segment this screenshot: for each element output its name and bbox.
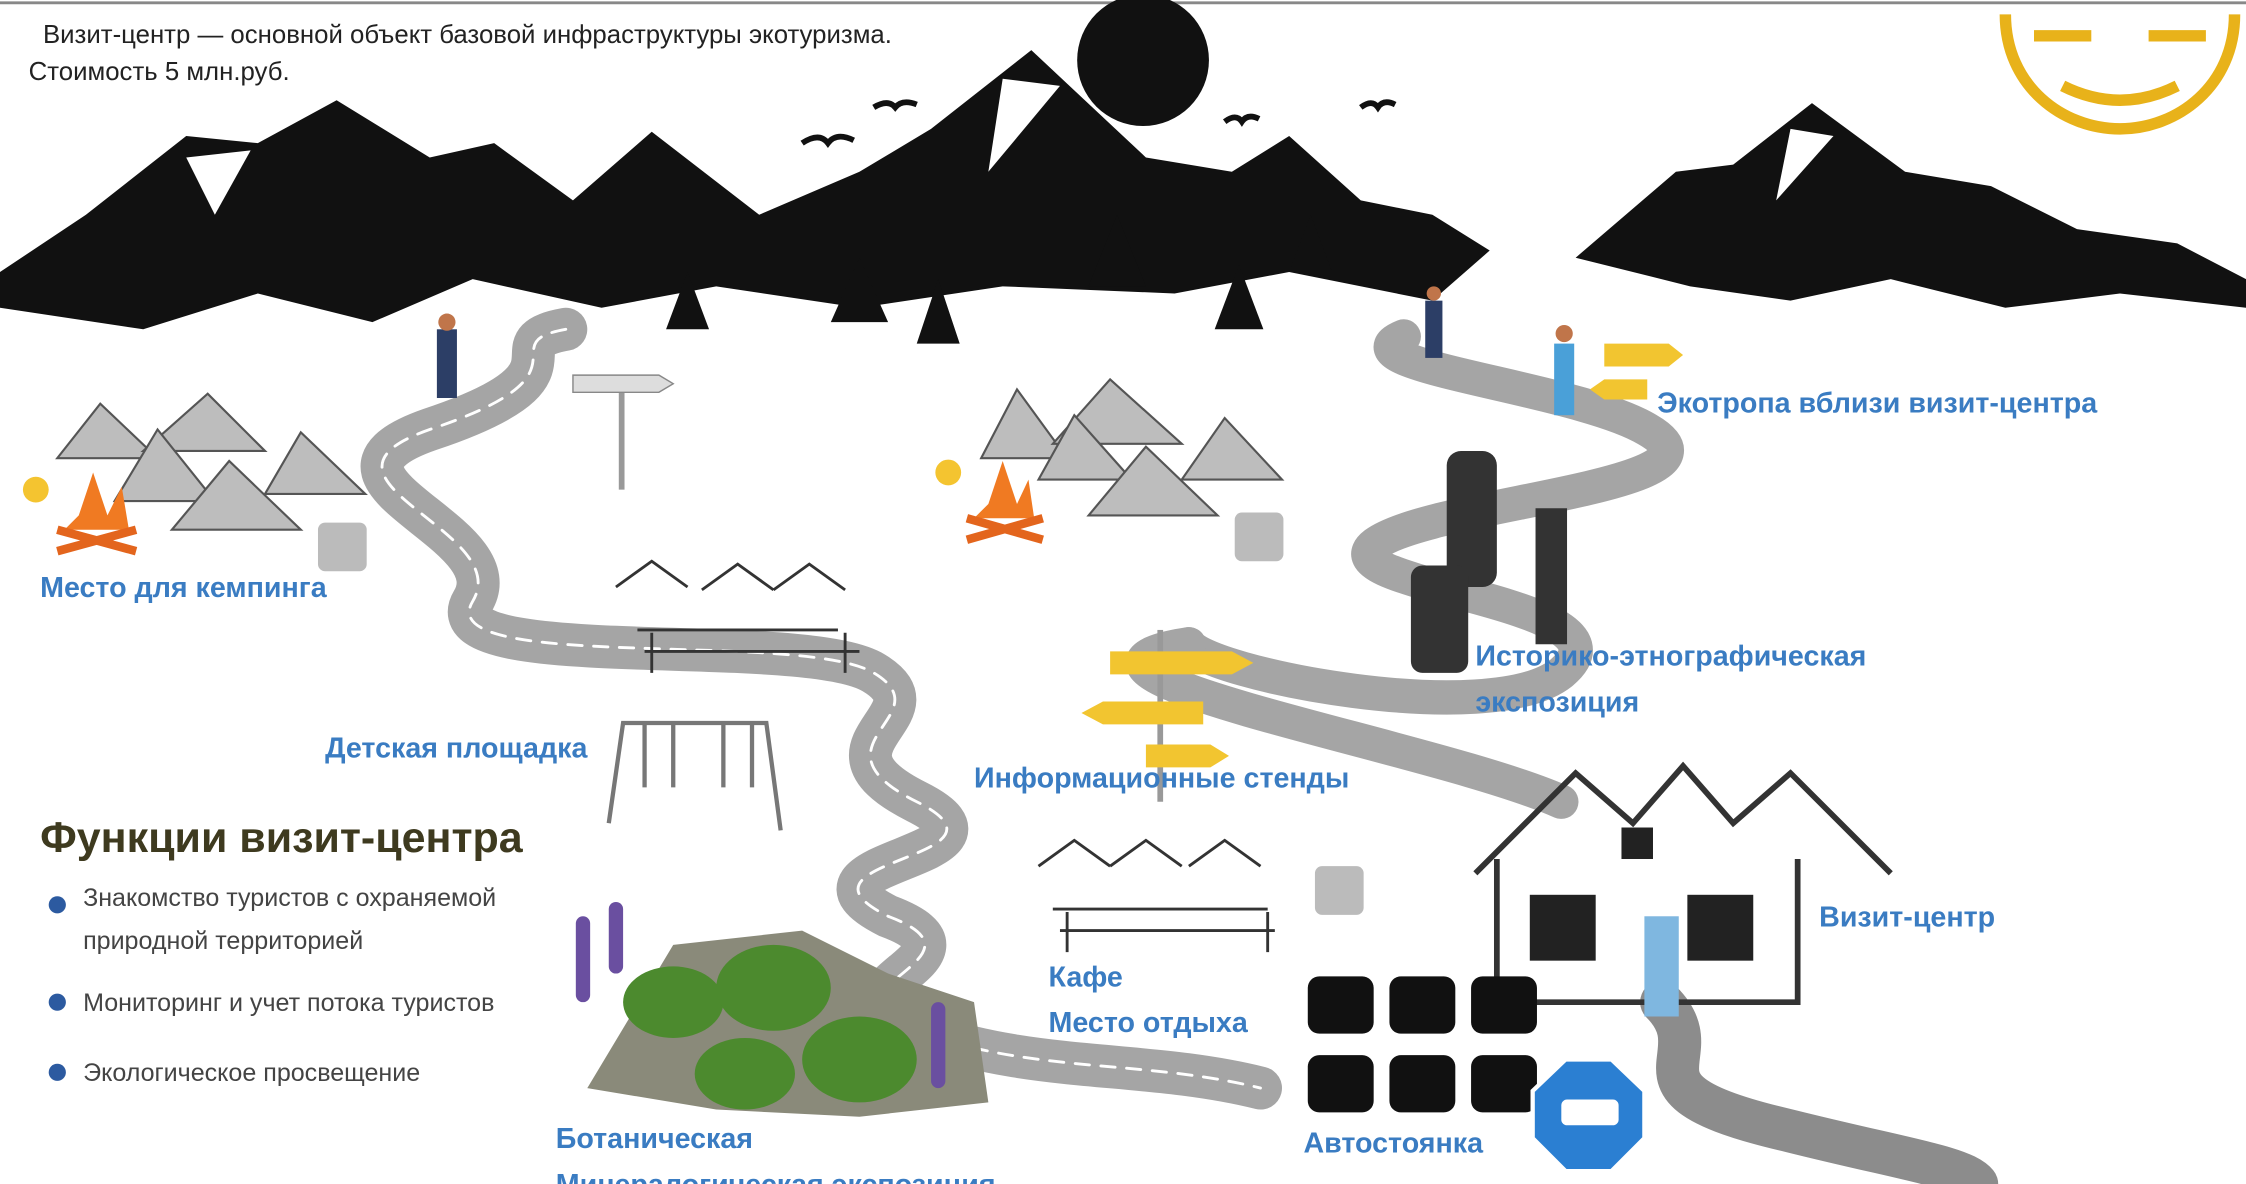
parking-sign-part — [1561, 1100, 1618, 1126]
bullets-part — [49, 1064, 66, 1081]
campfires-part — [57, 530, 136, 551]
garden-part-part — [802, 1016, 917, 1102]
logo-part — [2034, 36, 2206, 100]
tents-part — [57, 404, 157, 458]
totems-part — [1536, 508, 1568, 644]
function-item: природной территорией — [83, 927, 363, 955]
label: Детская площадка — [325, 732, 588, 764]
hikers-part — [1427, 286, 1441, 300]
moon — [1077, 0, 1209, 126]
signpost — [573, 375, 673, 490]
garden-part-part — [695, 1038, 795, 1110]
hikers-part — [437, 329, 457, 398]
header-line: Визит-центр — основной объект базовой ин… — [43, 21, 892, 49]
cars-part — [1308, 1055, 1374, 1112]
restroom-icons-part — [318, 523, 367, 572]
function-item: Знакомство туристов с охраняемой — [83, 884, 496, 912]
function-item: Экологическое просвещение — [83, 1059, 420, 1087]
visitor-center-part-part — [1530, 895, 1596, 961]
info-stands-part — [1604, 344, 1683, 367]
label: Минералогическая экспозиция — [556, 1169, 996, 1184]
visitor-center-part — [1530, 828, 1753, 961]
label: Место для кемпинга — [40, 572, 328, 604]
cars-part — [1471, 976, 1537, 1033]
mountains-part — [1576, 103, 2246, 308]
visitor-center-part-part — [1621, 828, 1653, 859]
hikers-part — [1556, 325, 1573, 342]
info-stands-part — [1110, 651, 1253, 674]
hikers-part — [438, 314, 455, 331]
garden-part-part — [716, 945, 831, 1031]
birds-part — [874, 102, 917, 107]
bullets-part — [49, 896, 66, 913]
swings — [609, 723, 781, 830]
moon-part — [1077, 0, 1209, 126]
tents-part — [1182, 418, 1282, 480]
birds-part — [1361, 102, 1395, 107]
tents-part — [265, 432, 365, 494]
visitor-center-part — [1644, 916, 1678, 1016]
label: Информационные стенды — [974, 762, 1349, 794]
info-stands-part — [1081, 702, 1203, 725]
cars — [1308, 976, 1537, 1112]
campfires-part — [974, 461, 1034, 518]
parking-sign — [1533, 1059, 1645, 1171]
bullets — [49, 896, 66, 1081]
visitor-center-part-part — [1687, 895, 1753, 961]
swings-part — [609, 723, 781, 830]
header-line: Стоимость 5 млн.руб. — [29, 58, 290, 86]
logo — [2005, 14, 2234, 129]
label: Экотропа вблизи визит-центра — [1657, 387, 2098, 419]
campfires-part — [935, 460, 961, 486]
campfires-part — [64, 472, 128, 529]
functions-title: Функции визит-центра — [40, 814, 524, 862]
garden-part-part — [931, 1002, 945, 1088]
totems-part — [1411, 566, 1468, 673]
garden-part-part — [623, 966, 723, 1038]
cars-part — [1471, 1055, 1537, 1112]
label: Кафе — [1049, 961, 1123, 993]
infographic: Визит-центр — основной объект базовой ин… — [0, 0, 2246, 1184]
garden-part-part — [576, 916, 590, 1002]
campfires-part — [967, 518, 1043, 539]
page: Визит-центр — основной объект базовой ин… — [0, 0, 2246, 1184]
road-part — [1662, 1002, 1977, 1184]
cars-part — [1389, 1055, 1455, 1112]
label: Место отдыха — [1049, 1007, 1249, 1039]
label: Ботаническая — [556, 1123, 753, 1155]
birds-part — [802, 137, 854, 144]
birds-part — [1225, 117, 1259, 122]
bullets-part — [49, 994, 66, 1011]
picnic-tables-part — [1038, 840, 1274, 952]
hikers-part — [1425, 301, 1442, 358]
function-item: Мониторинг и учет потока туристов — [83, 989, 494, 1017]
garden-part-part — [609, 902, 623, 974]
tents-part — [981, 389, 1067, 458]
hikers-part — [1554, 344, 1574, 416]
label: экспозиция — [1475, 687, 1639, 719]
cars-part — [1308, 976, 1374, 1033]
label: Визит-центр — [1819, 901, 1995, 933]
label: Историко-этнографическая — [1475, 641, 1866, 673]
signpost-part — [573, 375, 673, 392]
cars-part — [1389, 976, 1455, 1033]
tents — [57, 379, 1282, 529]
restroom-icons-part — [1315, 866, 1364, 915]
restroom-icons-part — [1235, 513, 1284, 562]
campfires-part — [23, 477, 49, 503]
label: Автостоянка — [1303, 1128, 1484, 1160]
